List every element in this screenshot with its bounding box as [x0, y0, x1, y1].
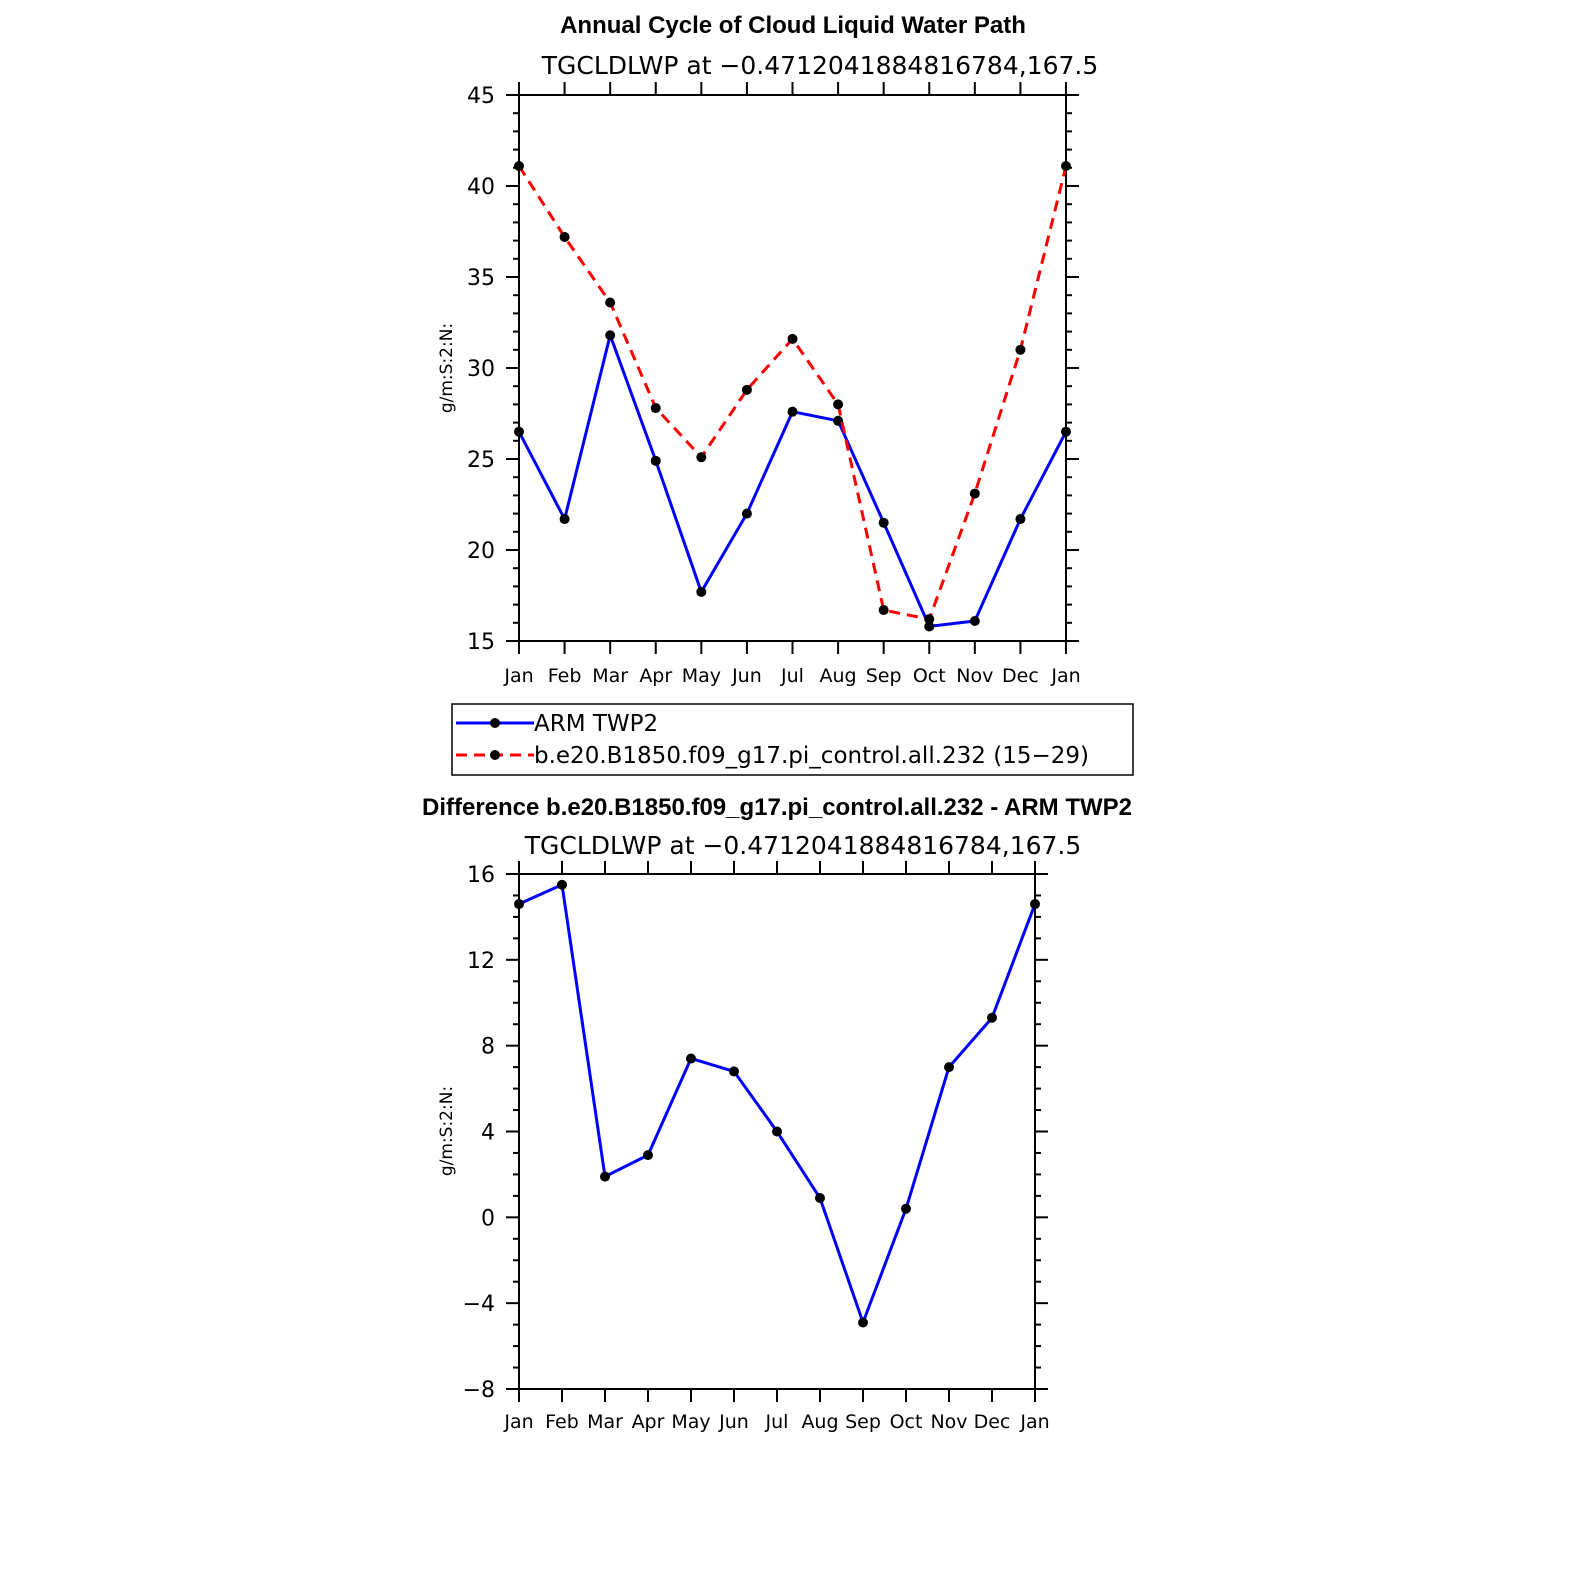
legend-entry: ARM TWP2	[534, 711, 658, 737]
data-point	[833, 399, 844, 410]
x-tick-label: May	[671, 1411, 710, 1433]
y-tick-label: 0	[481, 1206, 495, 1231]
data-point	[605, 297, 616, 308]
data-point	[858, 1317, 868, 1328]
x-tick-label: Feb	[545, 1411, 579, 1433]
series-line-1	[518, 882, 1037, 1327]
data-point	[696, 452, 707, 463]
x-tick-label: Sep	[845, 1411, 881, 1433]
chart-subtitle: TGCLDLWP at −0.4712041884816784,167.5	[524, 831, 1082, 860]
data-point	[514, 426, 524, 437]
data-point	[987, 1012, 997, 1023]
x-tick-label: Dec	[1002, 665, 1039, 687]
x-tick-label: Feb	[548, 665, 582, 687]
data-point	[901, 1203, 911, 1214]
x-tick-label: Oct	[913, 665, 946, 687]
x-tick-label: Jan	[1019, 1411, 1049, 1433]
legend-swatch-marker	[490, 750, 500, 760]
data-point	[557, 879, 567, 890]
x-tick-label: Mar	[587, 1411, 623, 1433]
y-tick-label: 30	[467, 357, 495, 382]
x-tick-label: Oct	[890, 1411, 923, 1433]
y-tick-label: 16	[467, 863, 495, 888]
chart-title: Difference b.e20.B1850.f09_g17.pi_contro…	[422, 794, 1132, 821]
y-tick-label: 15	[467, 630, 495, 655]
data-point	[650, 403, 661, 414]
y-axis-label: g/m:S:2:N:	[437, 323, 457, 413]
data-point	[559, 231, 570, 242]
legend-swatch-marker	[490, 718, 500, 728]
x-tick-label: Jan	[503, 665, 533, 687]
data-point	[924, 614, 935, 625]
x-tick-label: Apr	[639, 665, 672, 687]
x-tick-label: Jun	[718, 1411, 749, 1433]
data-point	[815, 1193, 825, 1204]
data-point	[944, 1062, 954, 1073]
data-point	[787, 333, 798, 344]
y-tick-label: 20	[467, 539, 495, 564]
data-point	[1030, 899, 1040, 910]
y-tick-label: 35	[467, 266, 495, 291]
legend-entry: b.e20.B1850.f09_g17.pi_control.all.232 (…	[534, 743, 1089, 769]
y-tick-label: −4	[463, 1292, 495, 1317]
series-line-1	[517, 330, 1068, 629]
y-tick-label: 4	[481, 1121, 495, 1146]
data-point	[1015, 344, 1026, 355]
x-tick-label: Dec	[974, 1411, 1011, 1433]
chart-title: Annual Cycle of Cloud Liquid Water Path	[560, 12, 1026, 39]
data-point	[1061, 426, 1071, 437]
legend-box	[451, 703, 1134, 776]
x-tick-label: May	[682, 665, 721, 687]
y-tick-label: 25	[467, 448, 495, 473]
x-tick-label: Mar	[592, 665, 628, 687]
data-point	[559, 514, 570, 525]
data-point	[1015, 514, 1026, 525]
data-point	[650, 455, 661, 466]
data-point	[600, 1171, 610, 1182]
data-point	[833, 415, 844, 426]
x-tick-label: Sep	[866, 665, 902, 687]
y-tick-label: 12	[467, 949, 495, 974]
data-point	[878, 517, 889, 528]
legend: ARM TWP2 b.e20.B1850.f09_g17.pi_control.a…	[451, 703, 1134, 776]
data-point	[1061, 160, 1071, 171]
x-tick-label: Aug	[801, 1411, 838, 1433]
data-point	[514, 160, 524, 171]
data-point	[729, 1066, 739, 1077]
y-tick-label: 40	[467, 175, 495, 200]
chart-2: Difference b.e20.B1850.f09_g17.pi_contro…	[422, 794, 1132, 1433]
x-tick-label: Nov	[956, 665, 993, 687]
y-tick-label: −8	[463, 1378, 495, 1403]
x-tick-label: Jul	[765, 1411, 789, 1433]
data-point	[514, 899, 524, 910]
y-tick-label: 45	[467, 84, 495, 109]
x-tick-label: Nov	[930, 1411, 967, 1433]
data-point	[969, 488, 980, 499]
series-line-2	[517, 165, 1068, 621]
data-point	[969, 615, 980, 626]
chart-subtitle: TGCLDLWP at −0.4712041884816784,167.5	[541, 51, 1099, 80]
x-tick-label: Apr	[632, 1411, 665, 1433]
x-tick-label: Jun	[731, 665, 762, 687]
x-tick-label: Jan	[503, 1411, 533, 1433]
data-point	[772, 1126, 782, 1137]
data-point	[741, 508, 752, 519]
x-tick-label: Jul	[780, 665, 804, 687]
data-point	[643, 1150, 653, 1161]
data-point	[605, 330, 616, 341]
x-tick-label: Jan	[1050, 665, 1080, 687]
data-point	[741, 384, 752, 395]
data-point	[696, 586, 707, 597]
data-point	[924, 621, 935, 632]
x-tick-label: Aug	[820, 665, 857, 687]
y-axis-label: g/m:S:2:N:	[437, 1086, 457, 1176]
data-point	[878, 605, 889, 616]
data-point	[686, 1053, 696, 1064]
y-tick-label: 8	[481, 1035, 495, 1060]
chart-1: Annual Cycle of Cloud Liquid Water Path T…	[437, 12, 1134, 776]
data-point	[787, 406, 798, 417]
